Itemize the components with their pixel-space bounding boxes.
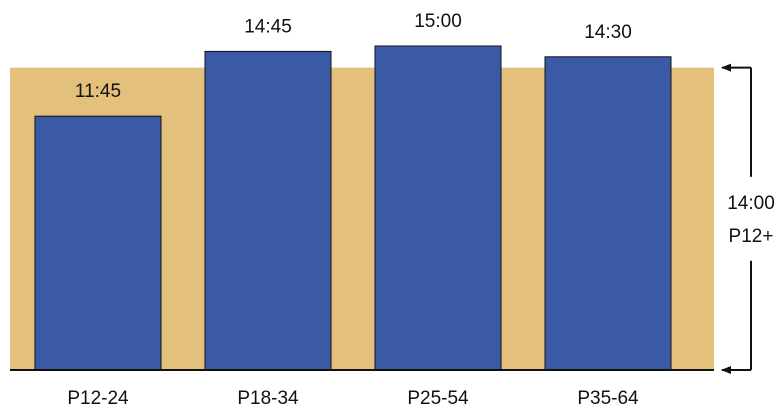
- data-label-p12-24: 11:45: [75, 81, 121, 102]
- data-labels: 11:45 14:45 15:00 14:30: [75, 11, 632, 102]
- data-label-p35-64: 14:30: [584, 22, 632, 43]
- bar-p18-34: [204, 50, 332, 371]
- bar-p12-24: [34, 115, 162, 371]
- x-tick-label-p18-34: P18-34: [237, 388, 299, 409]
- x-tick-label-p12-24: P12-24: [67, 388, 129, 409]
- x-tick-labels: P12-24 P18-34 P25-54 P35-64: [67, 388, 639, 409]
- bar-p25-54: [374, 45, 502, 371]
- reference-group-label: P12+: [729, 226, 774, 247]
- bar-p35-64: [544, 56, 672, 371]
- reference-value-label: 14:00: [727, 193, 775, 214]
- data-label-p18-34: 14:45: [244, 16, 292, 37]
- reference-label-background: [725, 176, 777, 261]
- x-tick-label-p25-54: P25-54: [407, 388, 469, 409]
- data-label-p25-54: 15:00: [414, 11, 462, 32]
- bars: [34, 45, 672, 371]
- x-tick-label-p35-64: P35-64: [577, 388, 639, 409]
